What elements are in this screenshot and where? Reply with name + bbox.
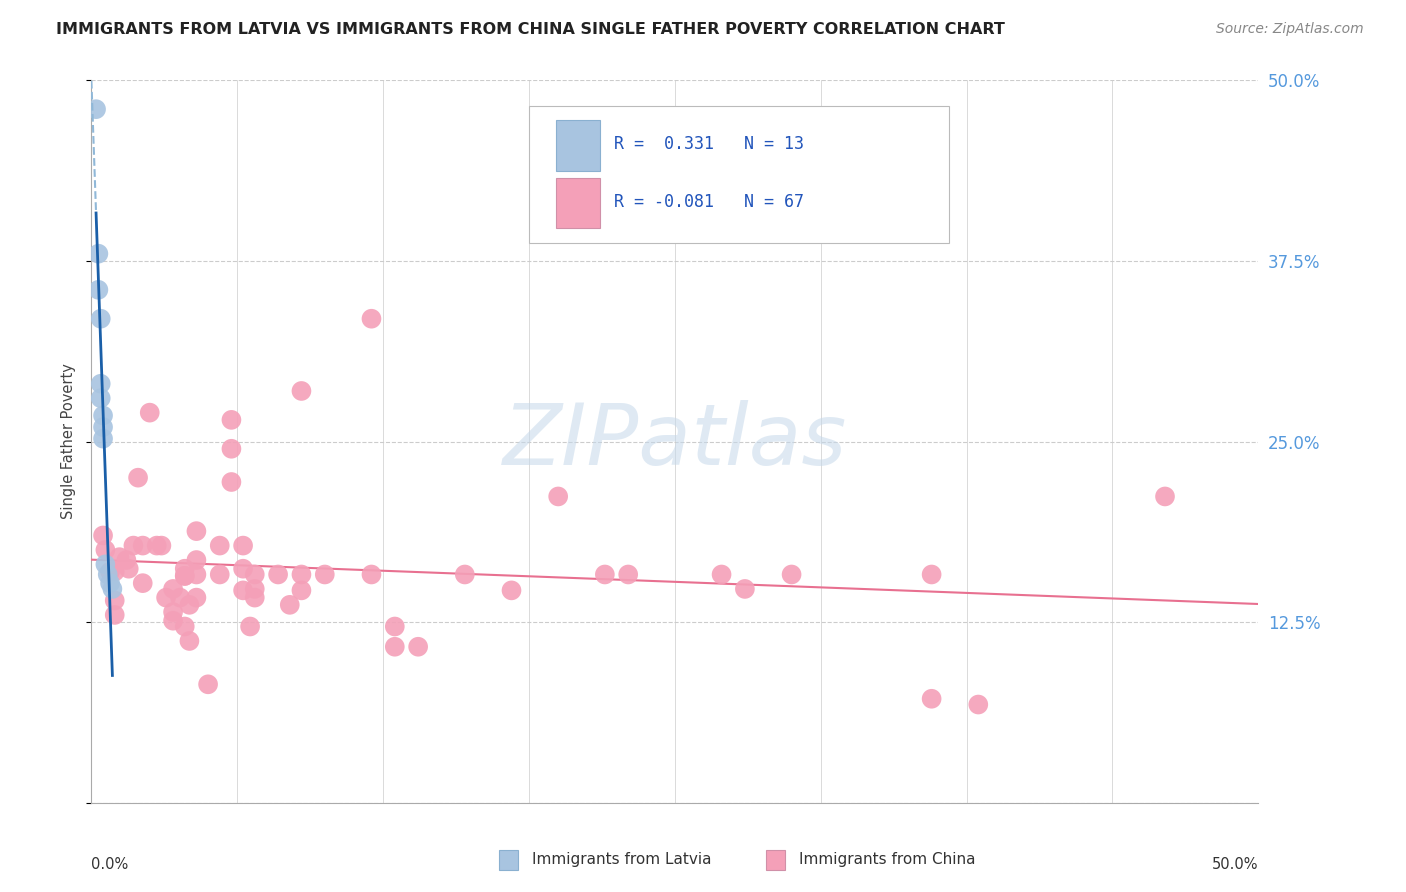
Point — [267, 567, 290, 582]
Point — [115, 553, 138, 567]
Point — [1154, 490, 1177, 504]
Point — [384, 640, 406, 654]
Point — [155, 591, 177, 605]
Point — [734, 582, 756, 596]
Point — [101, 582, 124, 596]
Point — [91, 432, 114, 446]
Text: R =  0.331   N = 13: R = 0.331 N = 13 — [614, 135, 804, 153]
Text: IMMIGRANTS FROM LATVIA VS IMMIGRANTS FROM CHINA SINGLE FATHER POVERTY CORRELATIO: IMMIGRANTS FROM LATVIA VS IMMIGRANTS FRO… — [56, 22, 1005, 37]
Point — [243, 591, 266, 605]
Point — [239, 619, 262, 633]
Point — [208, 567, 231, 582]
Point — [87, 246, 110, 260]
Point — [710, 567, 733, 582]
Point — [104, 607, 127, 622]
Point — [90, 311, 112, 326]
Point — [104, 565, 127, 579]
Point — [232, 583, 254, 598]
Point — [169, 591, 191, 605]
Point — [186, 567, 208, 582]
Point — [104, 593, 127, 607]
Point — [138, 406, 162, 420]
Point — [454, 567, 477, 582]
Point — [91, 409, 114, 423]
Bar — [555, 120, 600, 170]
Point — [921, 567, 943, 582]
Point — [145, 539, 167, 553]
Point — [314, 567, 336, 582]
Bar — [499, 850, 517, 870]
Point — [221, 442, 243, 456]
Point — [118, 562, 141, 576]
Point — [290, 583, 312, 598]
Point — [360, 311, 382, 326]
Point — [593, 567, 616, 582]
Point — [547, 490, 569, 504]
Point — [186, 524, 208, 538]
Text: R = -0.081   N = 67: R = -0.081 N = 67 — [614, 193, 804, 211]
Point — [406, 640, 429, 654]
Point — [278, 598, 301, 612]
Point — [94, 558, 117, 572]
Point — [360, 567, 382, 582]
Text: Source: ZipAtlas.com: Source: ZipAtlas.com — [1216, 22, 1364, 37]
Point — [132, 539, 155, 553]
Point — [98, 565, 121, 579]
Point — [221, 475, 243, 489]
Point — [162, 614, 184, 628]
Point — [94, 542, 117, 557]
Point — [91, 528, 114, 542]
Text: Immigrants from Latvia: Immigrants from Latvia — [531, 853, 711, 867]
Point — [91, 420, 114, 434]
Point — [179, 598, 201, 612]
Point — [162, 605, 184, 619]
Point — [290, 384, 312, 398]
Point — [221, 413, 243, 427]
Point — [921, 691, 943, 706]
Point — [173, 569, 195, 583]
Point — [108, 550, 131, 565]
Point — [122, 539, 145, 553]
Point — [501, 583, 523, 598]
Point — [186, 553, 208, 567]
Point — [243, 567, 266, 582]
Point — [173, 569, 195, 583]
Point — [90, 391, 112, 405]
Point — [186, 591, 208, 605]
Point — [87, 283, 110, 297]
Bar — [766, 850, 785, 870]
Point — [232, 562, 254, 576]
Point — [243, 582, 266, 596]
Text: 50.0%: 50.0% — [1212, 857, 1258, 872]
Text: 0.0%: 0.0% — [91, 857, 128, 872]
Point — [780, 567, 803, 582]
Point — [617, 567, 640, 582]
Point — [232, 539, 254, 553]
Point — [290, 567, 312, 582]
Point — [197, 677, 219, 691]
Point — [98, 576, 121, 591]
Point — [173, 562, 195, 576]
Bar — [555, 178, 600, 228]
Point — [150, 539, 173, 553]
Point — [179, 634, 201, 648]
Point — [132, 576, 155, 591]
Point — [967, 698, 990, 712]
Y-axis label: Single Father Poverty: Single Father Poverty — [60, 364, 76, 519]
Point — [162, 582, 184, 596]
Point — [90, 376, 112, 391]
Point — [97, 567, 120, 582]
Point — [84, 102, 107, 116]
FancyBboxPatch shape — [529, 105, 949, 243]
Text: Immigrants from China: Immigrants from China — [799, 853, 976, 867]
Point — [127, 470, 149, 484]
Point — [384, 619, 406, 633]
Point — [173, 619, 195, 633]
Point — [208, 539, 231, 553]
Text: ZIPatlas: ZIPatlas — [503, 400, 846, 483]
